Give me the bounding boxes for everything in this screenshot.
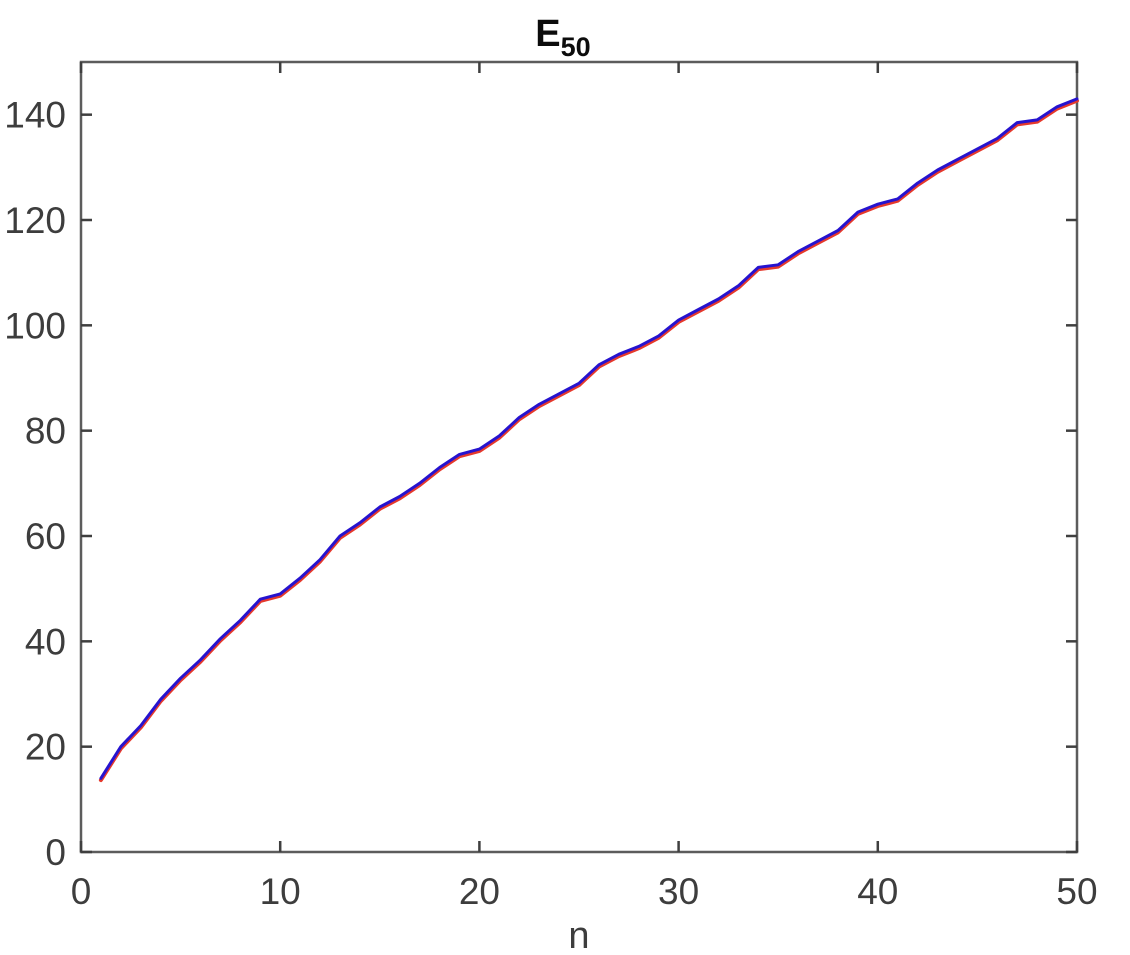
x-tick-label: 0	[71, 871, 92, 912]
y-tick-label: 40	[25, 621, 66, 662]
y-tick-label: 100	[4, 305, 66, 346]
x-axis-label: n	[568, 915, 589, 955]
x-tick-label: 20	[459, 871, 500, 912]
plot-box	[79, 60, 1079, 854]
chart-title: E50	[535, 13, 590, 62]
y-tick-label: 60	[25, 516, 66, 557]
x-tick-label: 30	[658, 871, 699, 912]
y-tick-label: 20	[25, 727, 66, 768]
data-series	[98, 97, 1079, 783]
chart-title-subscript: 50	[561, 32, 591, 62]
y-tick-label: 140	[4, 95, 66, 136]
y-tick-label: 80	[25, 411, 66, 452]
x-tick-label: 50	[1056, 871, 1097, 912]
series-blue-line	[99, 97, 1079, 780]
axis-ticks	[79, 62, 1079, 854]
chart-title-main: E	[535, 13, 560, 55]
y-tick-label: 0	[45, 832, 66, 873]
axis-tick-labels: 0 10 20 30 40 50 0 20 40 60 80 100 120 140	[4, 95, 1097, 912]
x-tick-label: 10	[260, 871, 301, 912]
x-tick-label: 40	[857, 871, 898, 912]
series-red-line	[98, 98, 1079, 783]
y-tick-label: 120	[4, 200, 66, 241]
